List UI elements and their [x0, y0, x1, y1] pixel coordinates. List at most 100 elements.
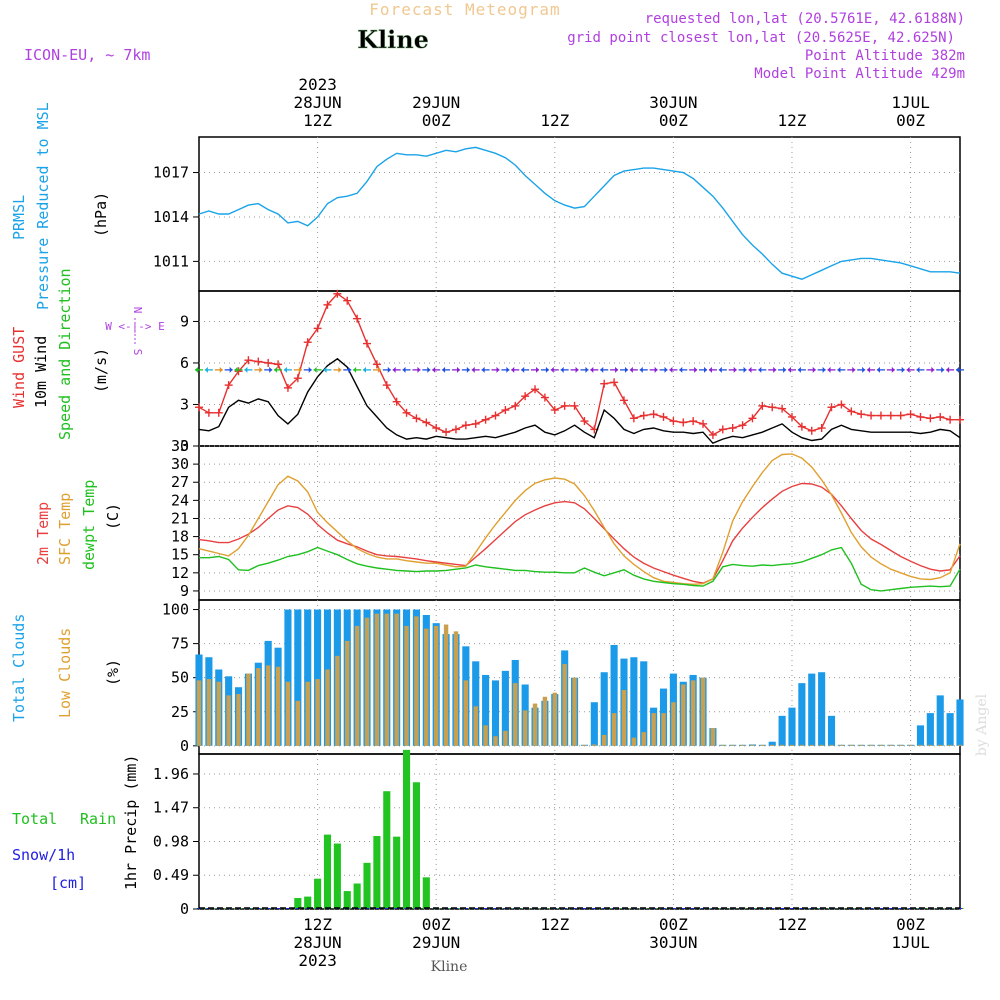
gust-marker [353, 314, 362, 323]
bar-snow-1h [483, 908, 488, 909]
wind-arrow-head [417, 366, 421, 373]
bar-snow-1h [868, 908, 874, 909]
gust-marker [916, 412, 925, 421]
wind-direction-arrow [787, 366, 796, 373]
wind-arrow-head [536, 366, 540, 373]
bar-low-clouds [868, 744, 874, 746]
wind-arrow-head [876, 366, 880, 373]
wind-direction-arrow [422, 366, 431, 373]
bar-low-clouds [611, 713, 617, 746]
wind-arrow-head [392, 366, 396, 373]
bar-low-clouds [720, 744, 726, 746]
panel-frames: 1011101410170369912151821242730330255075… [153, 136, 961, 918]
wind-direction-arrow [392, 366, 401, 373]
wind-arrow-head [195, 366, 198, 373]
gust-marker [293, 374, 302, 383]
bar-snow-1h [582, 908, 587, 909]
bar-low-clouds [216, 681, 221, 746]
bar-total-clouds [491, 680, 500, 746]
wind-arrow-head [748, 366, 752, 373]
gust-marker [481, 415, 490, 424]
wind-direction-arrow [521, 366, 530, 373]
wind-arrow-head [219, 366, 223, 373]
point-altitude: Point Altitude 382m [805, 48, 965, 64]
wind-direction-arrow [600, 366, 609, 373]
bar-total-clouds [926, 713, 934, 746]
bar-total-clouds [768, 741, 776, 746]
bottom-time-label: 12Z [778, 915, 807, 934]
bar-low-clouds [552, 692, 557, 746]
wind-arrow-head [269, 366, 273, 373]
bar-low-clouds [750, 744, 755, 746]
wind-direction-arrow [402, 366, 411, 373]
gust-marker [432, 424, 441, 433]
bar-snow-1h [799, 908, 805, 909]
bottom-time-label: 00Z [896, 915, 925, 934]
bar-low-clouds [285, 681, 291, 746]
wind-direction-arrow [876, 366, 885, 373]
bottom-time-label: 1JUL [891, 933, 930, 952]
wind-direction-arrow [619, 366, 628, 373]
bar-low-clouds [690, 680, 696, 746]
bar-low-clouds [315, 679, 320, 746]
gust-marker [244, 356, 253, 365]
gust-marker [580, 417, 589, 426]
wind-arrow-head [931, 366, 935, 373]
wind-arrow-head [773, 366, 777, 373]
wind-arrow-head [639, 366, 643, 373]
wind-direction-arrow [214, 366, 223, 373]
bar-low-clouds [849, 744, 854, 746]
y-tick-label: 33 [171, 437, 189, 455]
bar-total-rain [314, 878, 322, 909]
wind-direction-arrow [333, 366, 342, 373]
bottom-time-label: 2023 [298, 951, 337, 970]
wind-arrow-head [313, 366, 317, 373]
gust-marker [254, 357, 263, 366]
bar-snow-1h [779, 908, 785, 909]
gust-marker [847, 407, 856, 416]
wind-direction-arrow [797, 366, 806, 373]
wind-arrow-head [442, 366, 446, 373]
y-tick-label: 12 [171, 564, 189, 582]
bar-total-rain [373, 835, 381, 909]
bar-total-clouds [808, 673, 816, 746]
bar-low-clouds [779, 744, 785, 746]
wind-arrow-head [852, 366, 856, 373]
wind-arrow-head [664, 366, 668, 373]
panel-frame-0 [198, 136, 961, 292]
bar-low-clouds [839, 744, 844, 746]
gust-marker [531, 385, 540, 394]
y-tick-label: 30 [171, 455, 189, 473]
wind-arrow-head [234, 366, 238, 373]
bar-snow-1h [592, 908, 597, 909]
bar-snow-1h [295, 908, 301, 909]
bar-low-clouds [730, 744, 735, 746]
bar-low-clouds [819, 744, 824, 746]
model-label: ICON-EU, ~ 7km [24, 46, 150, 64]
bar-snow-1h [493, 908, 498, 909]
bar-low-clouds [483, 725, 488, 746]
bar-total-clouds [936, 695, 944, 746]
bar-low-clouds [928, 744, 933, 746]
gust-marker [857, 410, 866, 419]
gust-marker [876, 411, 885, 420]
wind-direction-arrow [550, 366, 559, 373]
clouds-unit: (%) [104, 659, 122, 686]
speed-direction-label: Speed and Direction [56, 268, 74, 440]
wind-direction-arrow [867, 366, 876, 373]
gust-marker [886, 411, 895, 420]
gust-marker [778, 404, 787, 413]
bar-low-clouds [888, 744, 894, 746]
bar-total-clouds [600, 672, 608, 746]
bar-low-clouds [275, 666, 281, 746]
wind-direction-arrow [343, 366, 352, 373]
wind-direction-arrow [570, 366, 579, 373]
gust-marker [679, 418, 688, 427]
wind-arrow-head [783, 366, 787, 373]
bar-snow-1h [275, 908, 281, 909]
wind-direction-arrow [886, 366, 895, 373]
wind-arrow-head [758, 366, 762, 373]
bar-low-clouds [562, 664, 567, 746]
y-tick-label: 25 [171, 703, 189, 721]
